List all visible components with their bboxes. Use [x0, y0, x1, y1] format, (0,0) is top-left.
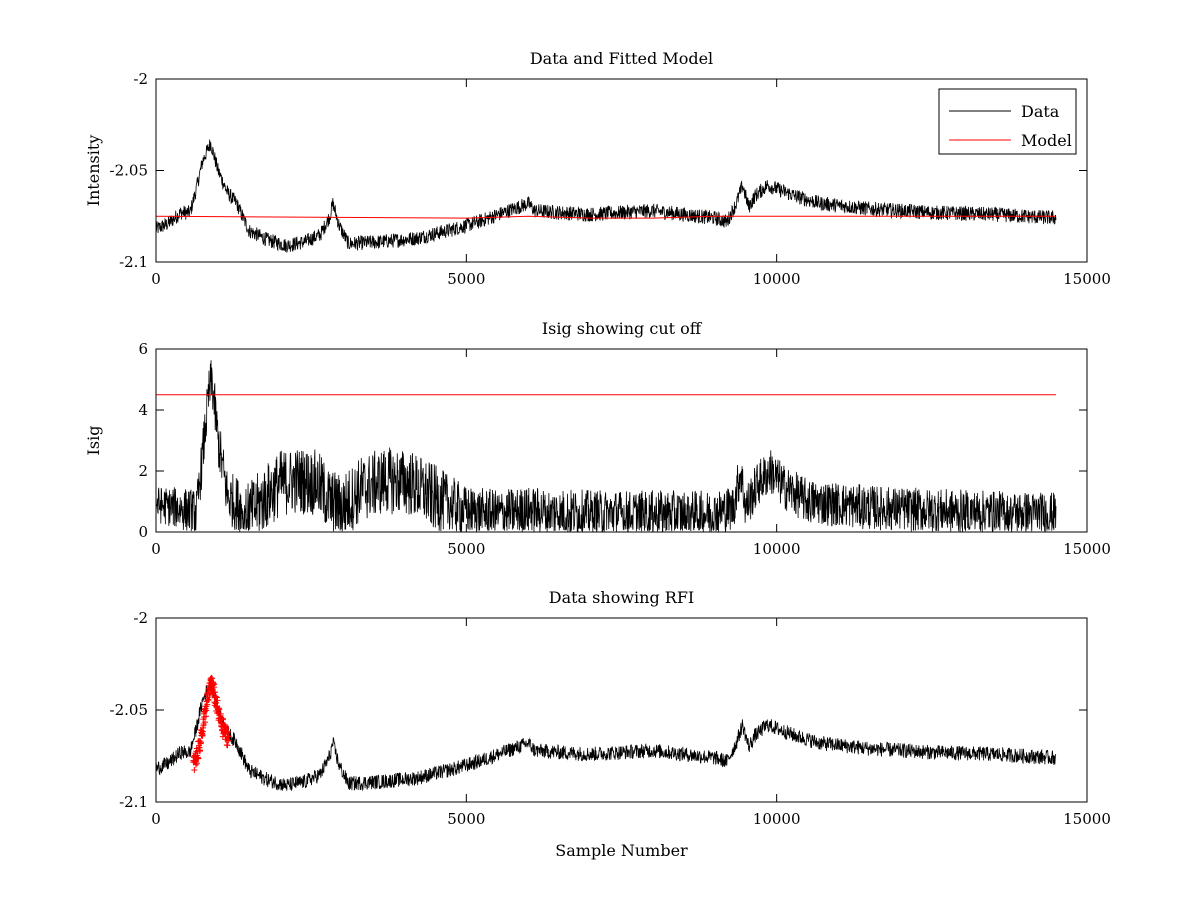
x-tick-label: 15000 [1063, 540, 1111, 558]
panel-3: 0 5000 10000 15000 -2.1 -2.05 -2 Data showing R… [110, 588, 1111, 860]
y-tick-label: 6 [138, 340, 148, 358]
plot-area [156, 79, 1087, 262]
x-tick-label: 0 [151, 540, 161, 558]
trace [155, 360, 1057, 533]
y-tick-label: -2.05 [110, 701, 148, 719]
legend-box [938, 88, 1077, 155]
x-tick-label: 5000 [447, 810, 485, 828]
y-tick-label: -2.1 [119, 253, 148, 271]
x-tick-label: 15000 [1063, 270, 1111, 288]
chart-title: Data and Fitted Model [530, 49, 713, 68]
x-tick-label: 10000 [753, 540, 801, 558]
x-tick-label: 5000 [447, 270, 485, 288]
series-2 [190, 674, 232, 773]
y-tick-label: -2 [133, 70, 148, 88]
series-1 [155, 360, 1057, 533]
plot-area [156, 618, 1087, 802]
x-tick-label: 0 [151, 810, 161, 828]
legend-label-model: Model [1021, 131, 1072, 150]
y-tick-label: 4 [138, 401, 148, 419]
series-model [155, 215, 1056, 219]
panel-1: 0 5000 10000 15000 -2.1 -2.05 -2 Data and Fitte… [84, 49, 1111, 288]
x-axis-label: Sample Number [555, 841, 688, 860]
x-tick-label: 15000 [1063, 810, 1111, 828]
legend-label-data: Data [1021, 102, 1060, 121]
y-tick-label: -2 [133, 609, 148, 627]
panel-2: 0 5000 10000 15000 0 2 4 6 Isig showing cut off I… [84, 319, 1111, 558]
y-tick-label: 0 [138, 523, 148, 541]
series-1 [155, 678, 1057, 792]
y-axis-label: Isig [84, 426, 103, 456]
series-data [155, 139, 1057, 253]
y-tick-label: -2.1 [119, 793, 148, 811]
y-tick-label: 2 [138, 462, 148, 480]
axes-frame [155, 348, 1088, 533]
x-tick-label: 10000 [753, 270, 801, 288]
x-tick-label: 10000 [753, 810, 801, 828]
x-tick-label: 0 [151, 270, 161, 288]
chart-title: Isig showing cut off [542, 319, 703, 338]
trace [155, 215, 1056, 219]
chart-title: Data showing RFI [549, 588, 694, 607]
rfi-markers [190, 674, 232, 773]
trace [155, 139, 1057, 253]
y-tick-label: -2.05 [110, 162, 148, 180]
trace [155, 678, 1057, 792]
y-axis-label: Intensity [84, 135, 103, 207]
x-tick-label: 5000 [447, 540, 485, 558]
legend: Data Model [938, 88, 1077, 155]
